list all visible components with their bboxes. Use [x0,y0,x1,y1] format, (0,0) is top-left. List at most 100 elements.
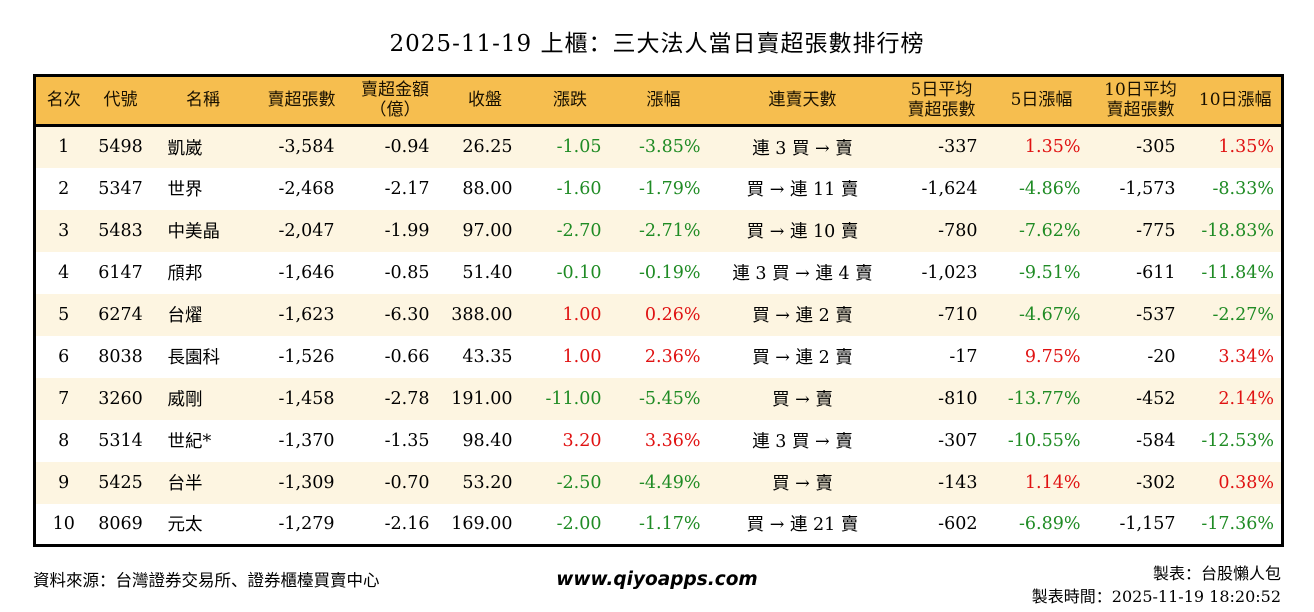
table-row: 6 8038 長園科 -1,526 -0.66 43.35 1.00 2.36% 買 → 連 2… [34,335,1283,378]
cell-amount: -6.30 [384,304,430,325]
cell-code: 8069 [98,513,143,534]
cell-change_pct: -2.71% [638,220,701,241]
cell-avg10: -20 [1147,346,1176,367]
cell-rank: 2 [58,178,70,199]
table-row: 5 6274 台燿 -1,623 -6.30 388.00 1.00 0.26% 買 → 連 2… [34,293,1283,336]
cell-code: 6274 [98,304,143,325]
cell-avg10: -1,573 [1119,178,1176,199]
cell-code: 3260 [98,388,143,409]
cell-pct10: 0.38% [1218,472,1274,493]
cell-streak: 連 3 買 → 連 4 賣 [732,264,873,284]
cell-avg5: -143 [938,472,978,493]
cell-net_sell: -1,370 [278,430,335,451]
cell-name: 凱崴 [167,138,203,159]
cell-avg10: -452 [1136,388,1176,409]
cell-net_sell: -2,047 [278,220,335,241]
cell-avg10: -537 [1136,304,1176,325]
column-header-avg10: 10日平均 賣超張數 [1091,75,1190,127]
cell-streak: 連 3 買 → 賣 [752,138,853,159]
cell-name: 世紀* [167,432,212,452]
cell-pct5: -4.86% [1018,178,1081,199]
maker-label: 製表：台股懶人包 [1152,564,1281,583]
cell-change_pct: -5.45% [638,388,701,409]
cell-change: -11.00 [545,388,602,409]
cell-avg5: -710 [938,304,978,325]
cell-rank: 8 [58,430,70,451]
cell-net_sell: -3,584 [278,137,335,158]
cell-close: 26.25 [462,137,513,158]
cell-name: 台半 [167,474,203,494]
cell-rank: 6 [58,346,70,367]
cell-amount: -0.66 [384,346,430,367]
cell-streak: 買 → 連 21 賣 [746,515,859,536]
cell-rank: 4 [58,262,70,283]
footer: 資料來源：台灣證券交易所、證券櫃檯買賣中心 www.qiyoapps.com 製… [33,562,1281,610]
cell-pct5: -7.62% [1018,220,1081,241]
column-header-name: 名稱 [149,75,257,127]
cell-close: 43.35 [462,346,513,367]
cell-avg5: -602 [938,513,978,534]
cell-close: 51.40 [462,262,513,283]
cell-name: 台燿 [167,306,203,326]
cell-code: 5347 [98,178,143,199]
table-header: 名次 代號 名稱 賣超張數 賣超金額 （億） 收盤 漲跌 漲幅 連賣天數 5日平均 賣超張數 5日漲… [34,75,1283,127]
cell-net_sell: -1,458 [278,388,335,409]
column-header-amount: 賣超金額 （億） [346,75,444,127]
column-header-change_pct: 漲幅 [613,75,714,127]
cell-close: 98.40 [462,430,513,451]
cell-change_pct: -1.79% [638,178,701,199]
cell-pct10: -11.84% [1201,262,1274,283]
cell-pct5: 1.14% [1024,472,1081,493]
cell-close: 97.00 [462,220,513,241]
column-header-streak: 連賣天數 [713,75,892,127]
cell-change: -2.50 [556,472,602,493]
website-url: www.qiyoapps.com [556,569,758,590]
cell-change_pct: 2.36% [644,346,701,367]
credit-block: 製表：台股懶人包 製表時間：2025-11-19 18:20:52 [1032,562,1281,608]
cell-pct10: -2.27% [1212,304,1274,325]
cell-amount: -1.99 [384,220,430,241]
cell-amount: -2.17 [384,178,430,199]
cell-amount: -0.70 [384,472,430,493]
cell-amount: -2.78 [384,388,430,409]
cell-change_pct: -4.49% [638,472,701,493]
cell-change: 3.20 [562,430,602,451]
table-row: 4 6147 頎邦 -1,646 -0.85 51.40 -0.10 -0.19% 連 3 買 … [34,251,1283,294]
cell-rank: 9 [58,472,70,493]
table-body: 1 5498 凱崴 -3,584 -0.94 26.25 -1.05 -3.85% 連 3 買 … [34,125,1283,546]
cell-close: 388.00 [451,304,513,325]
cell-change: 1.00 [562,346,602,367]
cell-rank: 5 [58,304,70,325]
cell-change: -1.60 [556,178,602,199]
cell-change: -2.70 [556,220,602,241]
cell-avg5: -307 [938,430,978,451]
cell-change_pct: 3.36% [644,430,701,451]
cell-avg10: -775 [1136,220,1176,241]
cell-amount: -1.35 [384,430,430,451]
cell-change: -2.00 [556,513,602,534]
cell-avg10: -611 [1136,262,1176,283]
cell-net_sell: -1,623 [278,304,335,325]
table-row: 8 5314 世紀* -1,370 -1.35 98.40 3.20 3.36% 連 3 買 →… [34,419,1283,462]
cell-net_sell: -1,646 [278,262,335,283]
table-row: 1 5498 凱崴 -3,584 -0.94 26.25 -1.05 -3.85% 連 3 買 … [34,125,1283,168]
cell-net_sell: -2,468 [278,178,335,199]
table-row: 9 5425 台半 -1,309 -0.70 53.20 -2.50 -4.49% 買 → 賣 -… [34,461,1283,504]
cell-streak: 買 → 賣 [772,390,833,410]
cell-pct10: -12.53% [1201,430,1274,451]
cell-code: 5483 [98,220,143,241]
cell-streak: 買 → 連 11 賣 [746,180,859,200]
cell-code: 6147 [98,262,143,283]
ranking-table: 名次 代號 名稱 賣超張數 賣超金額 （億） 收盤 漲跌 漲幅 連賣天數 5日平均 賣超張數 5日漲… [33,74,1284,547]
cell-pct5: 1.35% [1024,137,1081,158]
column-header-code: 代號 [91,75,150,127]
data-source-note: 資料來源：台灣證券交易所、證券櫃檯買賣中心 [33,571,380,590]
table-row: 10 8069 元太 -1,279 -2.16 169.00 -2.00 -1.17% 買 → … [34,503,1283,546]
cell-change: 1.00 [562,304,602,325]
cell-name: 威剛 [167,390,203,410]
cell-rank: 3 [58,220,70,241]
column-header-close: 收盤 [443,75,527,127]
cell-avg10: -584 [1136,430,1176,451]
cell-net_sell: -1,279 [278,513,335,534]
